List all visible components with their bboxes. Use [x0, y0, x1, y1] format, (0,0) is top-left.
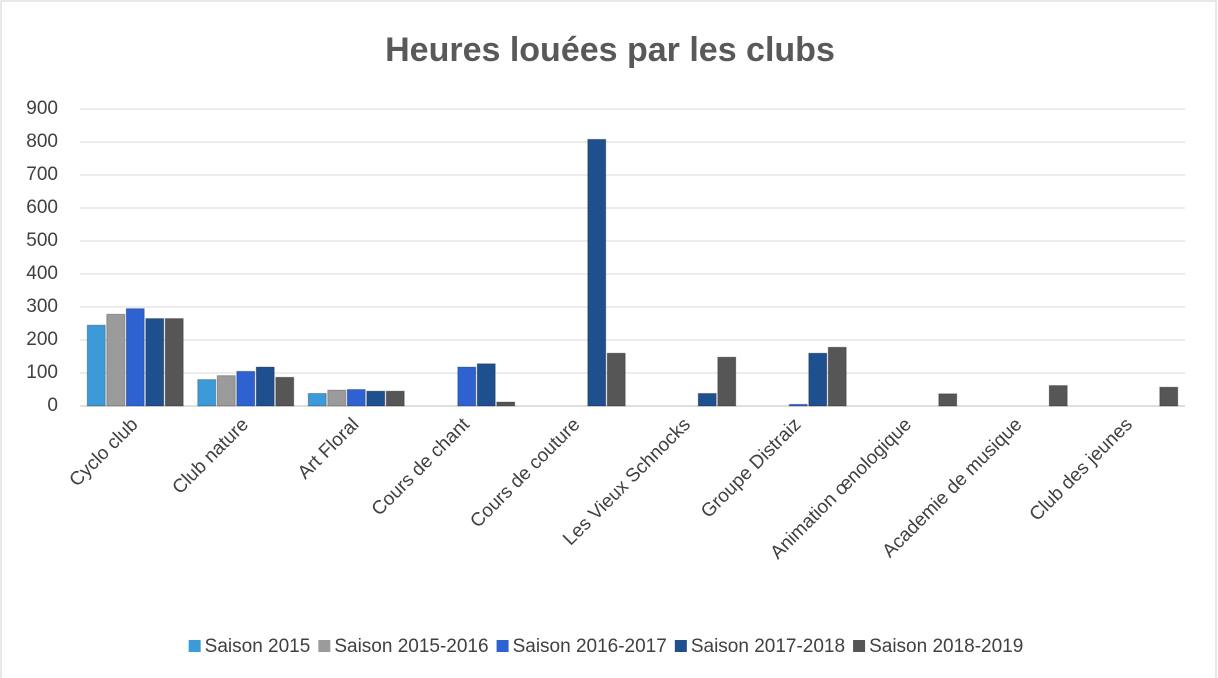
legend-swatch [674, 640, 687, 652]
y-tick-label: 0 [47, 395, 58, 416]
y-tick-label: 200 [26, 329, 58, 350]
bar [606, 352, 626, 407]
bar [788, 403, 808, 407]
bar [197, 379, 217, 407]
bar [255, 366, 275, 407]
bar [1159, 386, 1179, 407]
bar [236, 370, 256, 407]
y-tick-label: 800 [26, 131, 58, 152]
bar [125, 308, 145, 407]
legend-swatch [496, 640, 509, 652]
legend-swatch [853, 640, 866, 652]
legend-label: Saison 2017-2018 [691, 636, 845, 657]
legend-label: Saison 2016-2017 [513, 636, 667, 657]
y-tick-label: 100 [26, 362, 58, 383]
bar [938, 393, 958, 407]
bar [86, 324, 106, 407]
bar [327, 389, 347, 407]
legend-label: Saison 2015-2016 [334, 636, 488, 657]
y-tick-label: 900 [26, 98, 58, 119]
bar [216, 375, 236, 407]
bar [275, 376, 295, 407]
legend-swatch [188, 640, 201, 652]
bar [496, 401, 516, 407]
legend-label: Saison 2018-2019 [869, 636, 1023, 657]
bar [346, 389, 366, 407]
y-tick-label: 300 [26, 296, 58, 317]
bar [587, 138, 607, 407]
bar [717, 356, 737, 407]
bar [145, 318, 165, 407]
y-tick-label: 500 [26, 230, 58, 251]
legend-label: Saison 2015 [205, 636, 311, 657]
bar [457, 366, 477, 407]
bar [827, 346, 847, 407]
bar [366, 390, 386, 407]
bar [164, 318, 184, 407]
bar [106, 313, 126, 407]
chart-title: Heures louées par les clubs [385, 31, 835, 69]
bar [385, 390, 405, 407]
bar [476, 363, 496, 407]
legend-swatch [318, 640, 331, 652]
y-tick-label: 600 [26, 197, 58, 218]
bar [307, 392, 327, 407]
bar [697, 392, 717, 407]
y-tick-label: 400 [26, 263, 58, 284]
bar [1048, 385, 1068, 407]
y-tick-label: 700 [26, 164, 58, 185]
bar [808, 352, 828, 407]
